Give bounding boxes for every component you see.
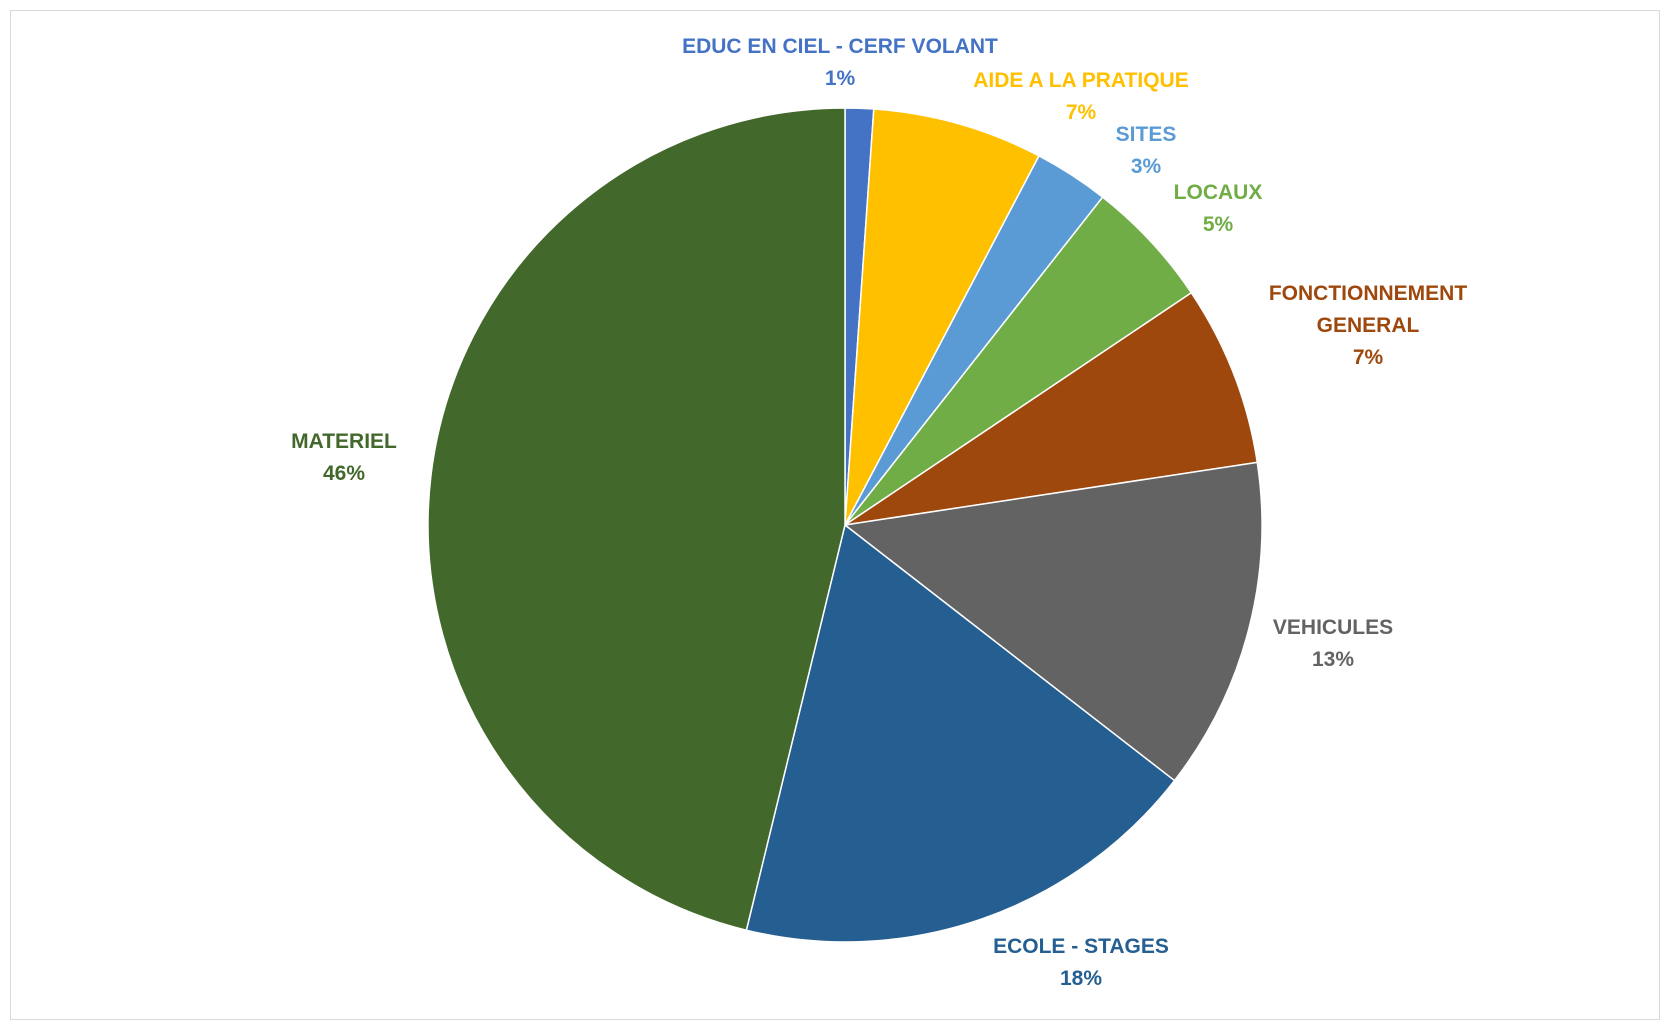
slice-label-educ-en-ciel-cerf-volant: EDUC EN CIEL - CERF VOLANT 1% [682, 35, 998, 90]
slice-label-locaux: LOCAUX 5% [1174, 181, 1263, 236]
slice-label-aide-a-la-pratique: AIDE A LA PRATIQUE 7% [973, 69, 1188, 124]
slice-percent-label: 7% [1066, 101, 1097, 124]
pie-slice-ecole-stages [745, 523, 1176, 943]
pie-slices [427, 107, 1263, 943]
slice-percent-label: 5% [1203, 213, 1234, 236]
slice-name-label: SITES [1116, 123, 1177, 146]
pie-slice-fonctionnement-general [844, 291, 1259, 526]
slice-label-fonctionnement-general: FONCTIONNEMENT GENERAL 7% [1269, 282, 1467, 369]
slice-name-label: MATERIEL [291, 430, 397, 453]
slice-percent-label: 7% [1353, 346, 1384, 369]
slice-name-label: VEHICULES [1273, 616, 1393, 639]
slice-name-label: ECOLE - STAGES [993, 935, 1169, 958]
pie-slice-vehicules [843, 461, 1263, 782]
slice-name-label: FONCTIONNEMENT [1269, 282, 1467, 305]
pie-slice-materiel [427, 107, 846, 932]
slice-percent-label: 1% [825, 67, 856, 90]
slice-name-label: AIDE A LA PRATIQUE [973, 69, 1188, 92]
slice-name-label: LOCAUX [1174, 181, 1263, 204]
slice-name-label: GENERAL [1317, 314, 1420, 337]
slice-percent-label: 13% [1312, 648, 1354, 671]
slice-percent-label: 3% [1131, 155, 1162, 178]
slice-percent-label: 18% [1060, 967, 1102, 990]
pie-labels: EDUC EN CIEL - CERF VOLANT 1% AIDE A LA PR… [291, 35, 1467, 990]
slice-label-ecole-stages: ECOLE - STAGES 18% [993, 935, 1169, 990]
slice-name-label: EDUC EN CIEL - CERF VOLANT [682, 35, 998, 58]
slice-label-vehicules: VEHICULES 13% [1273, 616, 1393, 671]
slice-label-sites: SITES 3% [1116, 123, 1177, 178]
pie-slice-aide-a-la-pratique [844, 108, 1040, 526]
slice-label-materiel: MATERIEL 46% [291, 430, 397, 485]
slice-percent-label: 46% [323, 462, 365, 485]
